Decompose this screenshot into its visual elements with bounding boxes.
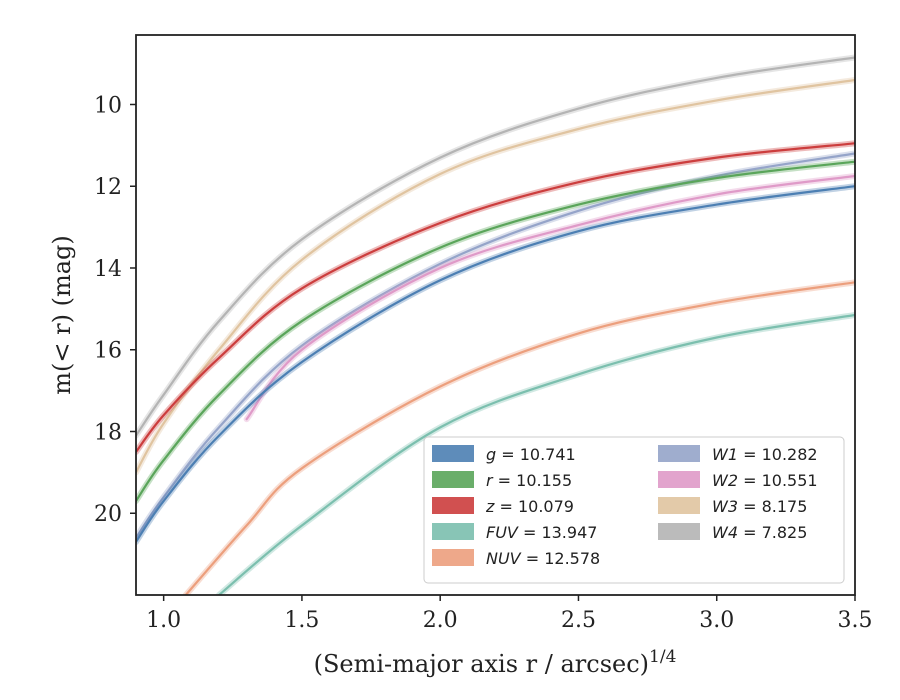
x-tick-label: 1.5 <box>284 608 319 633</box>
x-axis-ticks: 1.0 1.5 2.0 2.5 3.0 3.5 <box>146 595 873 633</box>
legend-label-w4: W4 = 7.825 <box>712 523 807 542</box>
legend-label-fuv: FUV = 13.947 <box>486 523 597 542</box>
legend-swatch-w4 <box>658 523 700 540</box>
y-tick-label: 20 <box>94 502 122 527</box>
legend-swatch-r <box>432 471 474 488</box>
legend-swatch-nuv <box>432 549 474 566</box>
y-tick-label: 14 <box>94 257 122 282</box>
y-axis-title: m(< r) (mag) <box>48 235 76 394</box>
x-tick-label: 2.0 <box>423 608 458 633</box>
legend: g = 10.741 r = 10.155 z = 10.079 FUV = 13.9… <box>423 436 845 584</box>
legend-box <box>423 436 845 584</box>
legend-label-g: g = 10.741 <box>486 445 576 464</box>
series-line-z <box>136 142 855 453</box>
series-line-w2 <box>245 174 855 421</box>
x-axis-title: (Semi-major axis r / arcsec)1/4 <box>314 647 677 678</box>
series-line-w4 <box>136 56 855 437</box>
x-tick-label: 2.5 <box>561 608 596 633</box>
legend-swatch-fuv <box>432 523 474 540</box>
legend-label-r: r = 10.155 <box>486 471 572 490</box>
y-tick-label: 16 <box>94 339 122 364</box>
series-line-r <box>136 160 855 503</box>
x-tick-label: 3.0 <box>699 608 734 633</box>
x-tick-label: 3.5 <box>838 608 873 633</box>
legend-label-z: z = 10.079 <box>485 497 574 516</box>
plot-frame <box>135 34 856 596</box>
legend-label-w2: W2 = 10.551 <box>712 471 818 490</box>
y-tick-label: 10 <box>94 93 122 118</box>
legend-swatch-w3 <box>658 497 700 514</box>
series-line-nuv <box>184 281 855 595</box>
series-line-g <box>136 185 855 543</box>
legend-label-w3: W3 = 8.175 <box>712 497 807 516</box>
series-line-fuv <box>217 313 855 595</box>
legend-swatch-w1 <box>658 445 700 462</box>
legend-swatch-w2 <box>658 471 700 488</box>
y-axis-ticks: 10 12 14 16 18 20 <box>94 93 136 527</box>
series-layer <box>136 54 855 595</box>
y-tick-label: 18 <box>94 420 122 445</box>
x-tick-label: 1.0 <box>146 608 181 633</box>
legend-label-nuv: NUV = 12.578 <box>486 549 600 568</box>
y-tick-label: 12 <box>94 175 122 200</box>
series-line-w1 <box>136 152 855 539</box>
legend-swatch-z <box>432 497 474 514</box>
legend-label-w1: W1 = 10.282 <box>712 445 818 464</box>
legend-swatch-g <box>432 445 474 462</box>
